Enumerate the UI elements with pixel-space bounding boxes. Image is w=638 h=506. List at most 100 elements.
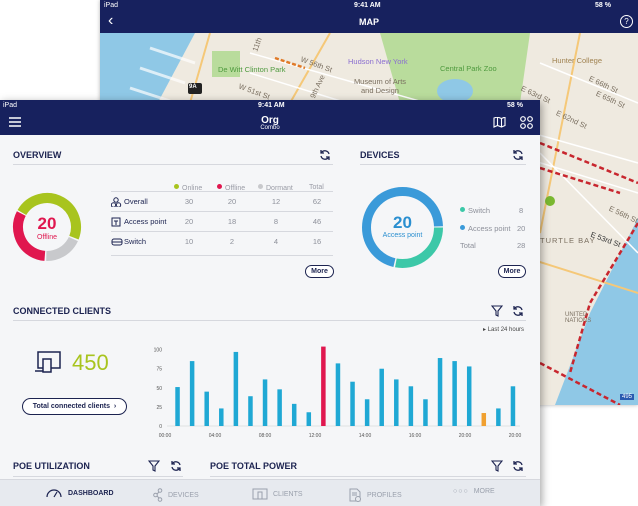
map-status-device: iPad xyxy=(104,2,119,9)
poe-utilization-title: POE UTILIZATION xyxy=(13,461,90,471)
time-range-selector[interactable]: ▸ Last 24 hours xyxy=(483,327,525,333)
donut-segment-offline xyxy=(13,193,81,261)
clients-icon xyxy=(252,488,268,500)
divider xyxy=(13,320,526,321)
col-online: Online xyxy=(174,184,202,192)
overview-donut-label: Offline xyxy=(36,234,58,241)
donut-segment-switch xyxy=(362,187,443,268)
bar xyxy=(437,358,443,426)
map-label: Museum of Arts and Design xyxy=(353,77,407,95)
row-value: 62 xyxy=(312,197,322,206)
x-tick-label: 00:00 xyxy=(159,433,172,439)
map-title: MAP xyxy=(359,17,379,27)
divider xyxy=(210,476,526,477)
row-value: 8 xyxy=(273,217,279,226)
bar xyxy=(466,366,472,426)
x-tick-label: 16:00 xyxy=(409,433,422,439)
poe-power-refresh-icon[interactable] xyxy=(512,460,524,472)
legend-switch-value: 8 xyxy=(519,206,524,215)
map-label: De Witt Clinton Park xyxy=(218,65,286,74)
tab-dashboard[interactable]: DASHBOARD xyxy=(45,488,114,498)
poe-power-title: POE TOTAL POWER xyxy=(210,461,298,471)
hamburger-menu-icon[interactable] xyxy=(9,117,21,127)
x-tick-label: 08:00 xyxy=(259,433,272,439)
tab-more[interactable]: ○○○ MORE xyxy=(453,488,495,495)
filter-icon[interactable] xyxy=(148,460,160,472)
map-status-battery: 58 % xyxy=(595,2,611,9)
x-tick-label: 04:00 xyxy=(209,433,222,439)
row-value: 4 xyxy=(273,237,279,246)
status-time: 9:41 AM xyxy=(258,102,285,109)
poe-util-refresh-icon[interactable] xyxy=(170,460,182,472)
filter-icon[interactable] xyxy=(491,460,503,472)
org-subtitle: Combo xyxy=(260,125,280,131)
divider xyxy=(13,476,183,477)
x-tick-label: 14:00 xyxy=(359,433,372,439)
row-label: Overall xyxy=(124,197,148,206)
y-tick-label: 75 xyxy=(156,367,162,373)
legend-switch: Switch xyxy=(460,206,490,215)
devices-donut xyxy=(362,187,443,268)
bar xyxy=(189,361,195,426)
status-battery: 58 % xyxy=(507,102,523,109)
devices-refresh-icon[interactable] xyxy=(512,149,524,161)
access-point-icon xyxy=(111,217,121,227)
x-tick-label: 20:00 xyxy=(509,433,522,439)
map-header: iPad 9:41 AM 58 % ‹ MAP ? xyxy=(100,0,638,33)
bar xyxy=(510,386,516,426)
switch-icon xyxy=(111,238,123,246)
y-tick-label: 50 xyxy=(156,386,162,392)
row-value: 2 xyxy=(229,237,235,246)
bar xyxy=(306,412,312,426)
devices-clients-icon xyxy=(35,351,61,373)
interstate-shield: 495 xyxy=(620,394,635,400)
row-divider xyxy=(111,191,333,192)
overview-donut-value: 20 xyxy=(37,214,57,233)
overview-title: OVERVIEW xyxy=(13,150,62,160)
bar xyxy=(321,346,326,426)
bar xyxy=(408,386,414,426)
bar xyxy=(452,361,457,426)
devices-donut-value: 20 xyxy=(393,213,412,232)
app-header: iPad 9:41 AM 58 % Org Combo xyxy=(0,100,540,135)
row-value: 30 xyxy=(184,197,194,206)
legend-total-label: Total xyxy=(460,241,476,250)
tab-profiles[interactable]: PROFILES xyxy=(348,488,402,502)
col-offline: Offline xyxy=(217,184,245,192)
map-label: Hunter College xyxy=(552,56,603,65)
y-tick-label: 0 xyxy=(159,424,162,430)
clients-refresh-icon[interactable] xyxy=(512,305,524,317)
divider xyxy=(13,164,333,165)
dashboard-screen: iPad 9:41 AM 58 % Org Combo OVERVIEW 2 0 … xyxy=(0,100,540,506)
devices-more-button[interactable]: More xyxy=(498,265,526,278)
devices-donut-label: Access point xyxy=(382,232,423,239)
tab-clients[interactable]: CLIENTS xyxy=(252,488,303,500)
col-total: Total xyxy=(309,184,324,191)
help-icon[interactable]: ? xyxy=(620,15,633,28)
bar xyxy=(175,387,180,426)
bar xyxy=(204,391,209,426)
divider xyxy=(360,164,526,165)
overview-more-button[interactable]: More xyxy=(305,265,334,278)
filter-icon[interactable] xyxy=(491,305,503,317)
map-label: Hudson New York xyxy=(348,57,408,66)
legend-total-value: 28 xyxy=(517,241,526,250)
total-clients-button[interactable]: Total connected clients › xyxy=(22,398,127,415)
grid-apps-icon[interactable] xyxy=(520,116,533,129)
overview-refresh-icon[interactable] xyxy=(319,149,331,161)
devices-title: DEVICES xyxy=(360,150,400,160)
back-chevron-icon[interactable]: ‹ xyxy=(108,12,114,29)
x-tick-label: 12:00 xyxy=(309,433,322,439)
bar xyxy=(262,379,268,426)
bar xyxy=(350,381,355,426)
map-icon[interactable] xyxy=(493,117,506,128)
donut-segment-online xyxy=(13,193,81,261)
bar xyxy=(277,389,282,426)
row-value: 20 xyxy=(227,197,237,206)
clients-bar-chart: 0 25 50 75 100 00:00 04:00 08:00 12:00 14:00 16:00… xyxy=(154,346,522,439)
bar xyxy=(335,363,341,426)
tab-devices[interactable]: DEVICES xyxy=(153,488,199,502)
map-label: UNITED NATIONS xyxy=(565,312,592,324)
devices-icon xyxy=(153,488,163,502)
dashboard-icon xyxy=(46,489,62,498)
